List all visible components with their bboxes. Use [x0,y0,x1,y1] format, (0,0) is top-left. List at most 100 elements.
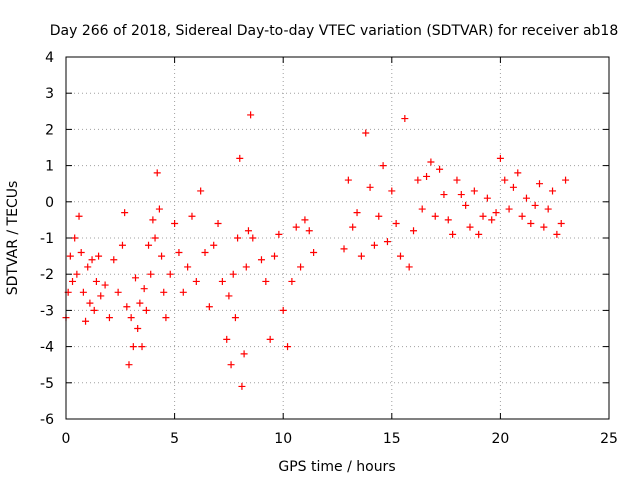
tick-labels: 0 5 10 15 20 25 -6 -5 -4 -3 -2 -1 0 1 2 3 4 [40,50,618,447]
data-point [349,223,357,231]
data-point [234,234,242,242]
data-point [249,234,257,242]
data-point [297,263,305,271]
data-point [509,183,517,191]
data-point [392,220,400,228]
data-point [197,187,205,195]
data-point [370,241,378,249]
data-point [466,223,474,231]
data-points [62,111,570,390]
data-point [184,263,192,271]
data-point [492,209,500,217]
data-point [242,263,250,271]
y-tick-label: 2 [45,122,54,138]
y-tick-label: 1 [45,159,54,175]
data-point [340,245,348,253]
y-tick-label: 4 [45,50,54,66]
data-point [86,299,94,307]
y-tick-label: -4 [40,340,54,356]
data-point [383,238,391,246]
data-point [175,248,183,256]
grid-lines [66,57,609,419]
data-point [218,277,226,285]
data-point [536,180,543,188]
data-point [145,241,153,249]
axis-ticks [65,56,610,420]
data-point [418,205,426,213]
data-point [127,314,135,322]
data-point [496,154,504,162]
data-point [553,230,561,238]
data-point [73,270,81,278]
data-point [247,111,255,119]
data-point [301,216,309,224]
data-point [462,201,470,209]
data-point [444,216,452,224]
data-point [88,256,96,264]
data-point [257,256,265,264]
data-point [69,277,77,285]
data-point [149,216,157,224]
data-point [457,191,465,199]
data-point [134,325,142,332]
data-point [431,212,439,220]
data-point [118,241,126,249]
y-tick-label: -1 [40,231,54,247]
data-point [362,129,370,137]
x-tick-label: 0 [62,431,71,447]
data-point [453,176,461,184]
data-point [375,212,383,220]
data-point [101,281,109,289]
data-point [166,270,174,278]
data-point [396,252,404,260]
data-point [205,303,213,311]
data-point [483,194,491,202]
data-point [423,172,431,180]
data-point [440,191,448,199]
data-point [366,183,374,191]
data-point [449,230,457,238]
data-point [82,317,90,325]
data-point [405,263,413,271]
data-point [66,252,74,260]
data-point [77,248,85,256]
data-point [310,248,318,256]
data-point [240,350,248,358]
data-point [92,277,100,285]
data-point [75,212,83,220]
y-tick-label: 3 [45,86,54,102]
data-point [231,314,239,322]
data-point [549,187,557,195]
data-point [401,115,409,123]
data-point [470,187,478,195]
data-point [544,205,552,213]
data-point [522,194,530,202]
y-tick-label: -6 [40,412,54,428]
data-point [475,230,483,238]
y-tick-label: -2 [40,267,54,283]
data-point [192,277,200,285]
data-point [95,252,103,260]
x-tick-label: 20 [491,431,509,447]
data-point [179,288,187,296]
data-point [410,227,418,235]
data-point [488,216,496,224]
data-point [288,277,296,285]
data-point [105,314,113,322]
data-point [227,361,235,369]
data-point [121,209,129,217]
data-point [436,165,444,173]
plot-frame [65,56,610,420]
y-tick-label: -3 [40,303,54,319]
data-point [136,299,144,307]
data-point [153,169,161,177]
data-point [505,205,513,213]
data-point [132,274,139,282]
data-point [210,241,218,249]
data-point [138,343,146,351]
data-point [129,343,137,351]
data-point [71,234,79,242]
data-point [244,227,252,235]
y-tick-label: -5 [40,376,54,392]
